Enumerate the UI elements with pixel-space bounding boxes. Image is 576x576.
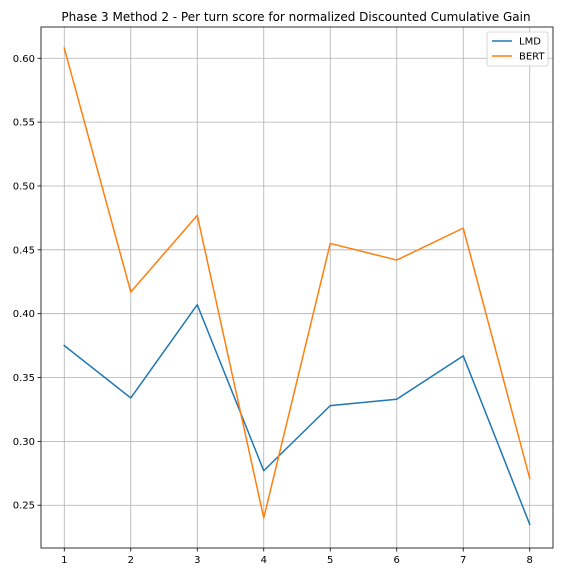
legend-label-lmd: LMD xyxy=(519,37,541,48)
series-lines xyxy=(63,47,531,526)
y-tick-label: 0.30 xyxy=(13,437,35,448)
chart-title: Phase 3 Method 2 - Per turn score for no… xyxy=(61,10,530,24)
y-tick-label: 0.40 xyxy=(13,309,35,320)
x-tick-label: 5 xyxy=(327,555,333,566)
x-tick-label: 7 xyxy=(460,555,466,566)
y-tick-label: 0.45 xyxy=(13,245,35,256)
x-tick-label: 4 xyxy=(261,555,267,566)
grid-lines xyxy=(41,27,553,548)
axes: 1 2 3 4 5 6 7 8 0.25 0.30 0.35 0.40 0.45 0.50 0.55 0.60 xyxy=(13,26,554,566)
x-tick-label: 6 xyxy=(394,555,400,566)
plot-frame xyxy=(40,26,554,549)
y-tick-label: 0.60 xyxy=(13,54,35,65)
x-tick-label: 1 xyxy=(61,555,67,566)
x-tick-label: 2 xyxy=(128,555,134,566)
legend: LMD BERT xyxy=(486,31,549,67)
x-tick-label: 8 xyxy=(527,555,533,566)
series-line-bert xyxy=(63,47,531,519)
y-tick-label: 0.55 xyxy=(13,118,35,129)
y-tick-label: 0.25 xyxy=(13,501,35,512)
y-tick-label: 0.35 xyxy=(13,373,35,384)
x-tick-label: 3 xyxy=(194,555,200,566)
legend-label-bert: BERT xyxy=(519,52,545,63)
y-tick-label: 0.50 xyxy=(13,181,35,192)
series-line-lmd xyxy=(63,303,531,526)
